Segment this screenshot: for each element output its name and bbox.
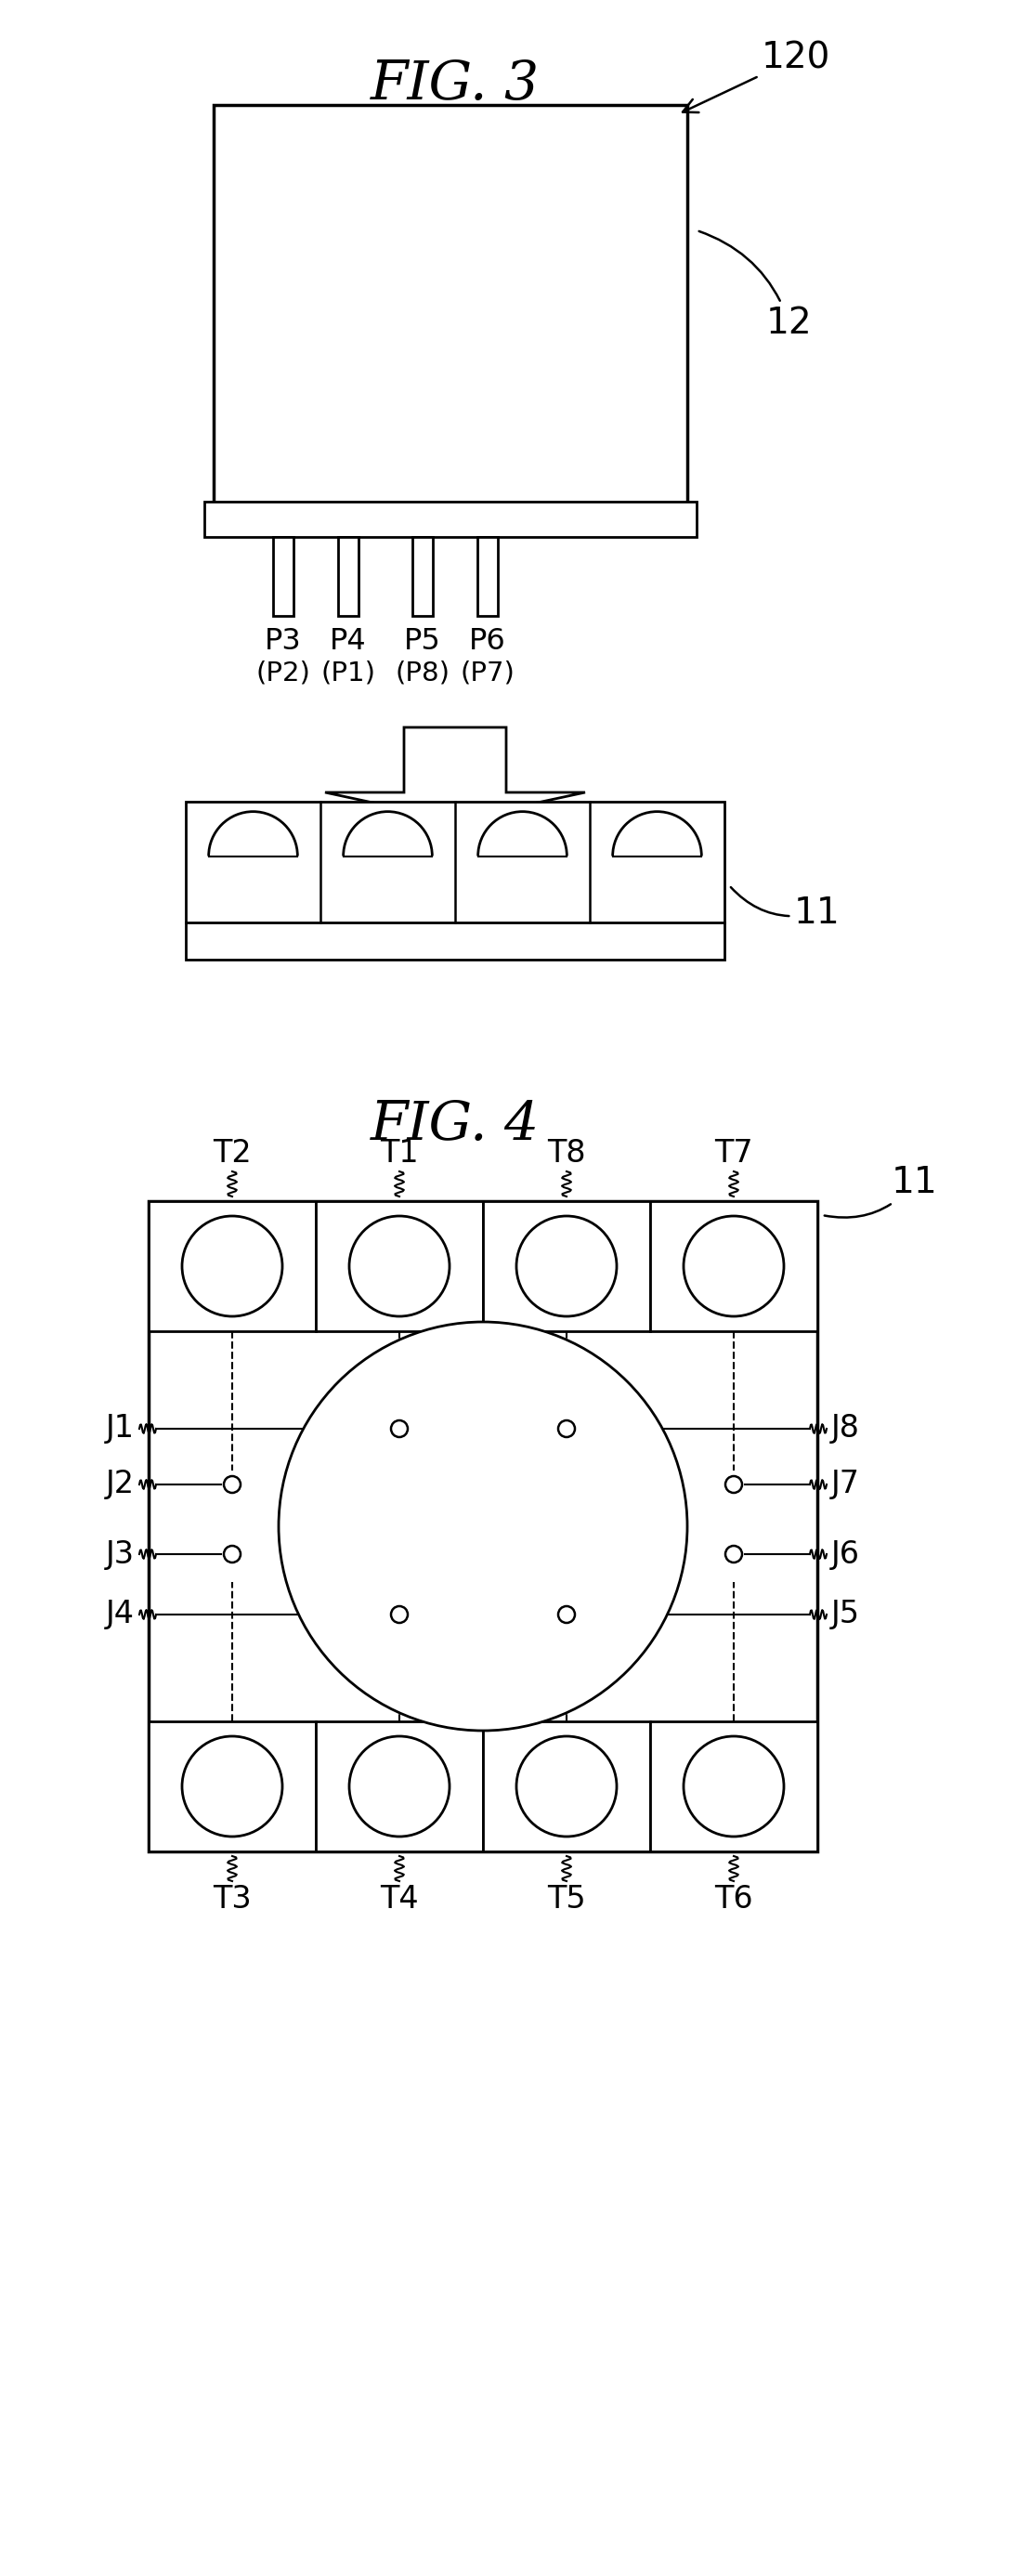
Bar: [316, 1721, 483, 1852]
Circle shape: [516, 1216, 617, 1316]
Circle shape: [516, 1736, 617, 1837]
Text: T4: T4: [380, 1883, 419, 1914]
Text: P3: P3: [265, 626, 302, 657]
Text: P5: P5: [404, 626, 441, 657]
Circle shape: [182, 1216, 282, 1316]
Text: J4: J4: [106, 1600, 135, 1631]
Text: T3: T3: [213, 1883, 251, 1914]
Text: (P1): (P1): [321, 659, 376, 685]
Bar: [148, 1200, 818, 1852]
Circle shape: [349, 1736, 449, 1837]
Bar: [483, 1721, 650, 1852]
Text: T8: T8: [547, 1139, 586, 1170]
Circle shape: [224, 1476, 241, 1494]
Circle shape: [725, 1476, 742, 1494]
Bar: [148, 1721, 316, 1852]
Bar: [338, 536, 358, 616]
Text: 120: 120: [683, 41, 830, 113]
Text: J3: J3: [106, 1538, 135, 1569]
Circle shape: [391, 1419, 408, 1437]
Text: J8: J8: [831, 1414, 860, 1445]
Circle shape: [391, 1607, 408, 1623]
Circle shape: [684, 1736, 784, 1837]
Text: T5: T5: [547, 1883, 586, 1914]
Text: (P8): (P8): [396, 659, 450, 685]
Text: P4: P4: [330, 626, 367, 657]
Polygon shape: [325, 726, 585, 819]
Circle shape: [182, 1736, 282, 1837]
Circle shape: [558, 1607, 575, 1623]
Circle shape: [684, 1216, 784, 1316]
Bar: [213, 106, 687, 505]
Text: J7: J7: [831, 1468, 860, 1499]
Text: 11: 11: [731, 886, 840, 930]
Text: T1: T1: [380, 1139, 419, 1170]
Bar: [148, 1200, 316, 1332]
Bar: [273, 536, 294, 616]
Text: J6: J6: [831, 1538, 860, 1569]
Text: T7: T7: [715, 1139, 753, 1170]
Text: (P7): (P7): [460, 659, 515, 685]
Circle shape: [558, 1419, 575, 1437]
Circle shape: [725, 1546, 742, 1564]
Bar: [650, 1200, 818, 1332]
Bar: [483, 1200, 650, 1332]
Text: (P2): (P2): [255, 659, 311, 685]
Text: T2: T2: [213, 1139, 251, 1170]
Text: FIG. 4: FIG. 4: [371, 1100, 540, 1151]
Bar: [204, 502, 696, 536]
Bar: [316, 1200, 483, 1332]
Bar: [412, 536, 433, 616]
Text: FIG. 3: FIG. 3: [371, 59, 540, 111]
Circle shape: [224, 1546, 241, 1564]
Bar: [650, 1721, 818, 1852]
Text: J1: J1: [106, 1414, 135, 1445]
Circle shape: [349, 1216, 449, 1316]
Text: P6: P6: [469, 626, 506, 657]
Text: T6: T6: [715, 1883, 753, 1914]
Text: J5: J5: [831, 1600, 860, 1631]
Text: J2: J2: [106, 1468, 135, 1499]
Bar: [477, 536, 497, 616]
Text: 11: 11: [824, 1164, 938, 1218]
Text: 12: 12: [699, 232, 813, 340]
Circle shape: [279, 1321, 687, 1731]
Bar: [185, 801, 724, 961]
